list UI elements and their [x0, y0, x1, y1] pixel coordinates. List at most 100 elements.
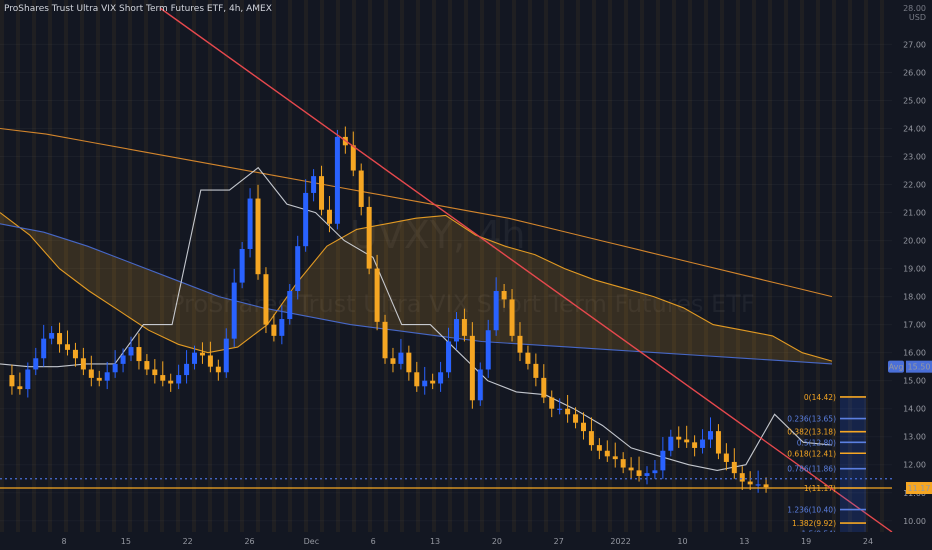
candle-body — [17, 386, 23, 390]
candle-body — [461, 319, 467, 336]
session-stripe — [448, 0, 452, 532]
session-stripe — [352, 0, 356, 532]
candle-body — [628, 467, 634, 471]
candle-body — [144, 361, 150, 370]
session-stripe — [816, 0, 820, 532]
y-tick-label: 21.00 — [903, 209, 926, 218]
candle-body — [517, 335, 523, 353]
candle-body — [612, 456, 618, 460]
session-stripe — [512, 0, 516, 532]
avg-badge — [888, 360, 904, 373]
candle-body — [255, 198, 261, 275]
candle-body — [33, 358, 39, 370]
session-stripe — [160, 0, 164, 532]
x-tick-label: 13 — [739, 537, 749, 546]
candle-body — [303, 192, 309, 247]
session-stripe — [672, 0, 676, 532]
y-tick-label: 10.00 — [903, 517, 926, 526]
session-stripe — [128, 0, 132, 532]
session-stripe — [272, 0, 276, 532]
fib-level-label: 0.236(13.65) — [787, 415, 836, 424]
session-stripe — [208, 0, 212, 532]
candle-body — [398, 352, 404, 364]
candle-body — [223, 338, 229, 373]
indicator-line-3 — [0, 223, 833, 365]
candle-body — [88, 369, 94, 378]
candle-body — [422, 380, 428, 387]
axis-top-label: 28.00 — [903, 4, 926, 13]
candle-body — [501, 291, 507, 300]
candle-body — [652, 470, 658, 474]
session-stripe — [224, 0, 228, 532]
indicator-line-4 — [0, 166, 833, 471]
candle-body — [604, 450, 610, 457]
candle-body — [374, 268, 380, 322]
candle-body — [176, 375, 182, 384]
session-stripe — [320, 0, 324, 532]
candle-body — [692, 442, 698, 448]
candle-body — [644, 473, 650, 476]
session-stripe — [848, 0, 852, 532]
fib-level-label: 0.618(12.41) — [787, 449, 836, 458]
y-tick-label: 22.00 — [903, 181, 926, 190]
x-tick-label: 2022 — [610, 537, 630, 546]
candle-body — [160, 375, 166, 381]
session-stripe — [576, 0, 580, 532]
fib-level-label: 1.236(10.40) — [787, 506, 836, 515]
candle-body — [565, 408, 571, 415]
candle-body — [184, 363, 190, 376]
candle-body — [477, 369, 483, 401]
session-stripe — [32, 0, 36, 532]
y-tick-label: 24.00 — [903, 124, 926, 133]
candle-body — [279, 319, 285, 336]
candle-body — [414, 372, 420, 387]
candle-body — [25, 369, 31, 390]
candle-body — [588, 431, 594, 446]
candle-body — [549, 397, 555, 409]
session-stripe — [560, 0, 564, 532]
session-stripe — [608, 0, 612, 532]
candle-body — [446, 341, 452, 373]
session-stripe — [112, 0, 116, 532]
trendline[interactable] — [159, 7, 893, 533]
candle-body — [557, 408, 563, 410]
session-stripe — [192, 0, 196, 532]
session-stripe — [288, 0, 292, 532]
candle-body — [525, 352, 531, 364]
indicator-line-1 — [0, 212, 833, 362]
candle-body — [700, 439, 706, 448]
session-stripe — [176, 0, 180, 532]
candle-body — [199, 352, 205, 356]
candle-body — [215, 366, 221, 373]
candle-body — [136, 347, 142, 362]
session-stripe — [48, 0, 52, 532]
session-stripe — [720, 0, 724, 532]
x-tick-label: 27 — [554, 537, 564, 546]
avg-badge-text: Avg — [889, 363, 904, 372]
candle-body — [469, 335, 475, 401]
candle-body — [287, 291, 293, 320]
candle-body — [541, 377, 547, 398]
candle-body — [57, 333, 63, 345]
candle-body — [596, 445, 602, 451]
x-tick-label: 15 — [121, 537, 131, 546]
candle-body — [580, 422, 586, 432]
candle-body — [49, 333, 55, 339]
x-tick-label: 24 — [863, 537, 873, 546]
candle-body — [96, 377, 102, 381]
x-tick-label: 13 — [430, 537, 440, 546]
x-tick-label: 10 — [677, 537, 687, 546]
candle-body — [271, 324, 277, 336]
candle-body — [493, 291, 499, 331]
session-stripe — [800, 0, 804, 532]
session-stripe — [624, 0, 628, 532]
session-stripe — [864, 0, 868, 532]
time-axis[interactable] — [0, 532, 932, 550]
session-stripe — [496, 0, 500, 532]
session-stripe — [880, 0, 884, 532]
session-stripe — [736, 0, 740, 532]
candle-body — [263, 274, 269, 325]
y-tick-label: 23.00 — [903, 153, 926, 162]
